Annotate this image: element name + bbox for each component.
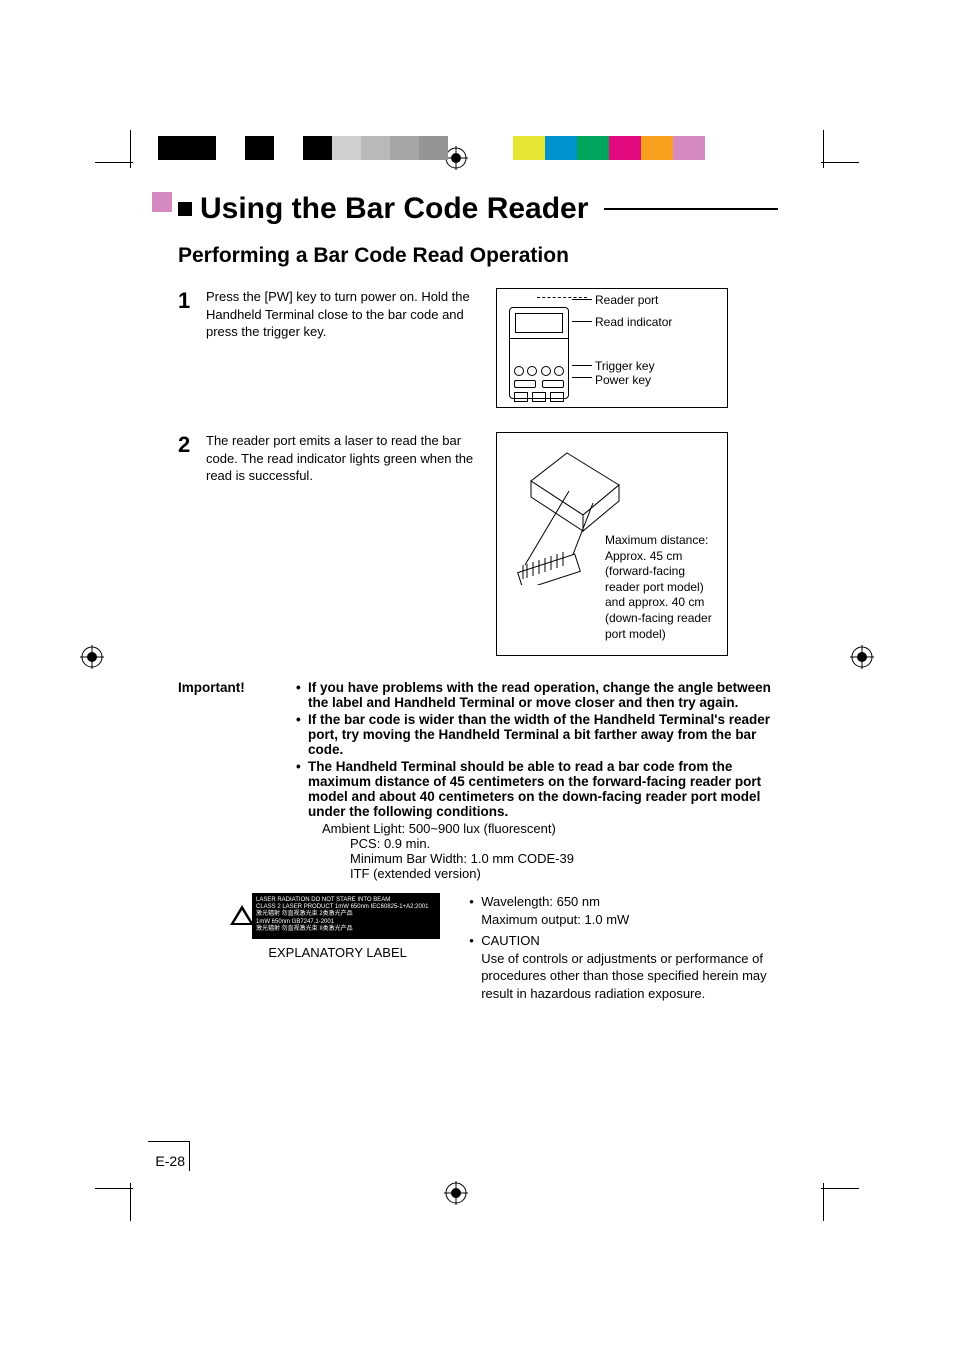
page-number: E-28 (148, 1141, 190, 1171)
title-bullet-icon (178, 202, 192, 216)
registration-mark-icon (850, 645, 874, 669)
section-subtitle: Performing a Bar Code Read Operation (178, 244, 778, 268)
read-indicator-label: Read indicator (595, 315, 672, 329)
step-number: 1 (178, 290, 192, 312)
explanatory-label-caption: EXPLANATORY LABEL (234, 945, 441, 960)
step-text: The reader port emits a laser to read th… (206, 432, 482, 485)
crop-mark (821, 1188, 859, 1189)
condition-line: PCS: 0.9 min. (350, 836, 778, 851)
title-rule (604, 208, 778, 210)
crop-mark (821, 162, 859, 163)
device-front-diagram: Reader port Read indicator Trigger key P… (496, 288, 728, 408)
crop-mark (823, 1183, 824, 1221)
condition-line: Ambient Light: 500~900 lux (fluorescent) (322, 821, 778, 836)
step-number: 2 (178, 434, 192, 456)
accent-swatch (152, 192, 172, 212)
max-distance-text: Maximum distance: Approx. 45 cm (forward… (605, 533, 723, 642)
registration-mark-icon (80, 645, 104, 669)
crop-mark (823, 130, 824, 168)
condition-line: ITF (extended version) (350, 866, 778, 881)
color-calibration-bar (513, 136, 705, 160)
laser-warning-label-icon: LASER RADIATION DO NOT STARE INTO BEAMCL… (252, 893, 440, 939)
important-bullet: If you have problems with the read opera… (308, 680, 778, 710)
important-bullet: The Handheld Terminal should be able to … (308, 759, 778, 819)
crop-mark (130, 1183, 131, 1221)
important-label: Important! (178, 680, 272, 881)
important-body: If you have problems with the read opera… (294, 680, 778, 881)
crop-mark (95, 1188, 133, 1189)
important-bullet: If the bar code is wider than the width … (308, 712, 778, 757)
trigger-key-label: Trigger key (595, 359, 655, 373)
wavelength-note: Wavelength: 650 nm Maximum output: 1.0 m… (469, 893, 778, 928)
gray-calibration-bar (158, 136, 448, 160)
crop-mark (130, 130, 131, 168)
scan-illustration-diagram: Maximum distance: Approx. 45 cm (forward… (496, 432, 728, 656)
condition-line: Minimum Bar Width: 1.0 mm CODE-39 (350, 851, 778, 866)
registration-mark-icon (444, 1181, 468, 1205)
step-text: Press the [PW] key to turn power on. Hol… (206, 288, 482, 341)
section-title: Using the Bar Code Reader (200, 192, 588, 226)
caution-note: CAUTION Use of controls or adjustments o… (469, 932, 778, 1002)
crop-mark (95, 162, 133, 163)
power-key-label: Power key (595, 373, 651, 387)
reader-port-label: Reader port (595, 293, 658, 307)
